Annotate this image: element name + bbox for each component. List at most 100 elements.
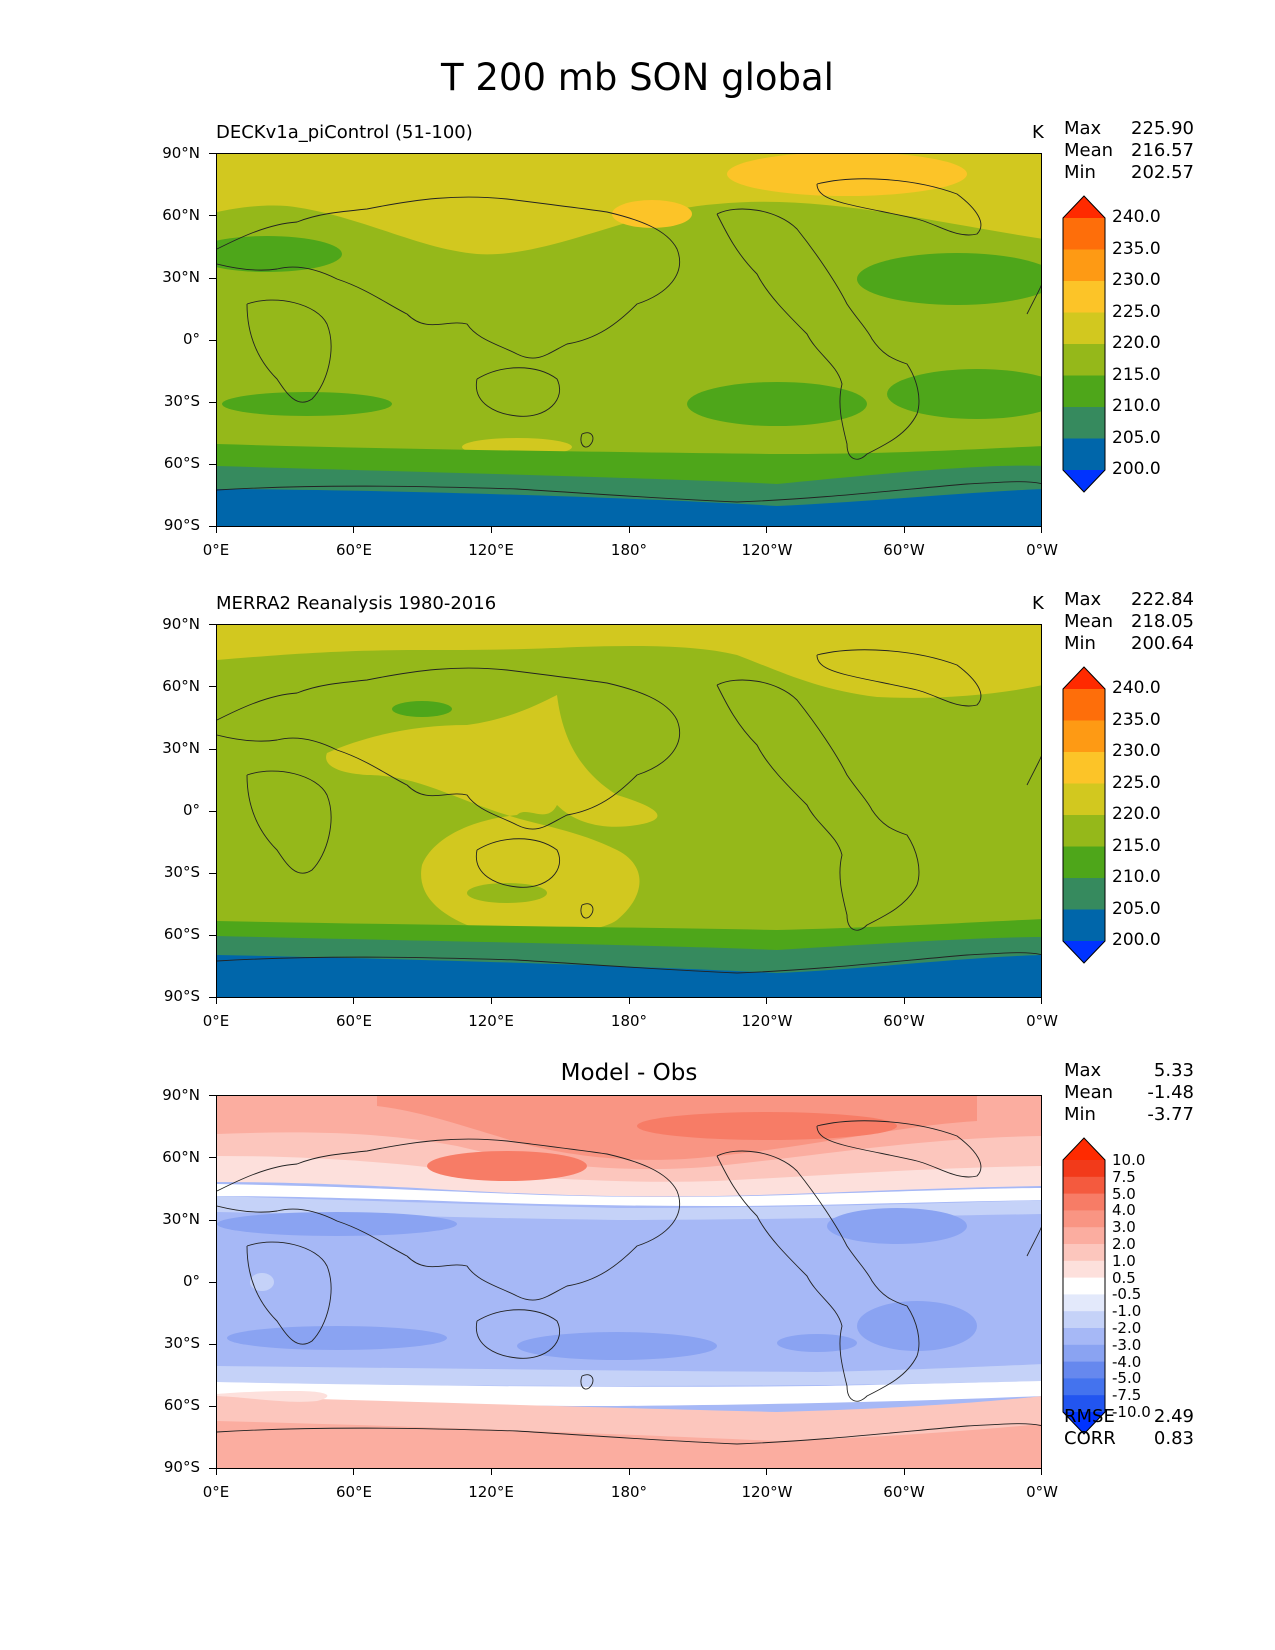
y-tick bbox=[209, 153, 216, 155]
y-tick bbox=[209, 402, 216, 404]
corr-value: 0.83 bbox=[1153, 1428, 1194, 1449]
colorbar-tick-label: 3.0 bbox=[1112, 1218, 1136, 1237]
rmse-value: 2.49 bbox=[1153, 1406, 1194, 1427]
colorbar-tick-label: 205.0 bbox=[1112, 898, 1161, 919]
band-neg-3-pacific bbox=[777, 1334, 857, 1352]
colorbar-segment bbox=[1063, 1311, 1105, 1329]
y-tick bbox=[209, 1095, 216, 1097]
x-tick-label: 180° bbox=[610, 1012, 648, 1030]
colorbar-tick-label: 230.0 bbox=[1112, 270, 1161, 290]
x-tick bbox=[353, 1469, 355, 1475]
stats-box: Max 222.84 Mean 218.05 Min 200.64 bbox=[1064, 589, 1194, 655]
stat-max-label: Max bbox=[1064, 118, 1102, 139]
stat-mean-label: Mean bbox=[1064, 140, 1114, 161]
colorbar-segment bbox=[1063, 783, 1105, 816]
y-tick-label: 60°N bbox=[162, 206, 200, 224]
y-tick bbox=[209, 464, 216, 466]
panel-title: DECKv1a_piControl (51-100) bbox=[216, 122, 473, 143]
band-neg-1-south bbox=[217, 1364, 1041, 1386]
x-tick-label: 120°W bbox=[741, 541, 793, 559]
x-tick-label: 60°W bbox=[883, 1012, 925, 1030]
stat-min-value: 200.64 bbox=[1131, 633, 1194, 654]
x-tick bbox=[353, 527, 355, 533]
y-tick bbox=[209, 686, 216, 688]
colorbar-tick-label: -7.5 bbox=[1112, 1386, 1142, 1405]
stat-mean-label: Mean bbox=[1064, 1082, 1114, 1103]
x-tick-label: 180° bbox=[610, 541, 648, 559]
band-210-europe bbox=[217, 236, 342, 272]
y-tick-label: 0° bbox=[182, 801, 200, 819]
colorbar-extend-max bbox=[1063, 667, 1105, 689]
stat-mean-value: 216.57 bbox=[1131, 140, 1194, 161]
colorbar-segment bbox=[1063, 312, 1105, 345]
colorbar-segment bbox=[1063, 1344, 1105, 1363]
y-tick-label: 30°S bbox=[163, 1334, 200, 1352]
x-tick-label: 0°W bbox=[1026, 1012, 1058, 1030]
colorbar-tick-label: 240.0 bbox=[1112, 207, 1161, 227]
y-tick bbox=[209, 1406, 216, 1408]
colorbar-segment bbox=[1063, 1176, 1105, 1195]
x-tick bbox=[766, 1469, 768, 1475]
x-tick bbox=[216, 998, 218, 1004]
y-tick bbox=[209, 935, 216, 937]
band-neg-3-south bbox=[517, 1332, 717, 1360]
colorbar-tick-label: 240.0 bbox=[1112, 678, 1161, 698]
panel-title: MERRA2 Reanalysis 1980-2016 bbox=[216, 593, 497, 614]
colorbar-tick-label: 210.0 bbox=[1112, 867, 1161, 887]
colorbar-tick-label: 225.0 bbox=[1112, 301, 1161, 322]
x-tick bbox=[766, 527, 768, 533]
y-tick-label: 90°S bbox=[163, 516, 200, 534]
y-tick-label: 30°N bbox=[162, 739, 200, 757]
colorbar-segment bbox=[1063, 218, 1105, 250]
y-tick-label: 60°S bbox=[163, 1396, 200, 1414]
y-tick bbox=[209, 749, 216, 751]
colorbar-tick-label: 225.0 bbox=[1112, 772, 1161, 793]
stat-min-value: -3.77 bbox=[1147, 1104, 1194, 1125]
colorbar-segment bbox=[1063, 1210, 1105, 1228]
colorbar-tick-label: 210.0 bbox=[1112, 396, 1161, 416]
colorbar-tick-label: -3.0 bbox=[1112, 1335, 1142, 1354]
band-neg-3-europe bbox=[217, 1212, 457, 1236]
x-tick-label: 60°E bbox=[335, 541, 373, 559]
band-pos-4-east bbox=[637, 1112, 897, 1140]
colorbar-tick-label: 4.0 bbox=[1112, 1201, 1136, 1220]
x-tick-label: 120°E bbox=[468, 1012, 514, 1030]
map-plot bbox=[216, 624, 1042, 998]
x-tick bbox=[904, 1469, 906, 1475]
x-tick bbox=[491, 527, 493, 533]
y-tick bbox=[209, 624, 216, 626]
colorbar-segment bbox=[1063, 720, 1105, 753]
stat-max-value: 225.90 bbox=[1131, 118, 1194, 139]
x-tick bbox=[1041, 527, 1043, 533]
band-neg-3-america bbox=[827, 1208, 967, 1244]
stat-min-label: Min bbox=[1064, 162, 1096, 183]
stat-max-label: Max bbox=[1064, 1060, 1102, 1081]
colorbar-tick-label: -10.0 bbox=[1112, 1403, 1151, 1421]
x-tick-label: 120°E bbox=[468, 541, 514, 559]
colorbar-tick-label: 0.5 bbox=[1112, 1268, 1136, 1287]
x-tick-label: 120°W bbox=[741, 1012, 793, 1030]
y-tick bbox=[209, 811, 216, 813]
stat-max-value: 5.33 bbox=[1153, 1060, 1194, 1081]
band-pos-2-south bbox=[217, 1421, 1041, 1468]
colorbar-extend-min bbox=[1063, 1412, 1105, 1434]
colorbar-tick-label: 7.5 bbox=[1112, 1167, 1136, 1186]
band-225-siberia bbox=[612, 200, 692, 228]
y-tick-label: 60°S bbox=[163, 925, 200, 943]
y-tick-label: 30°S bbox=[163, 863, 200, 881]
x-tick bbox=[1041, 1469, 1043, 1475]
y-tick-label: 90°N bbox=[162, 1086, 200, 1104]
band-zero-north bbox=[217, 1184, 1041, 1206]
colorbar-tick-label: 2.0 bbox=[1112, 1235, 1136, 1253]
stat-mean-label: Mean bbox=[1064, 611, 1114, 632]
x-tick bbox=[904, 527, 906, 533]
y-tick bbox=[209, 215, 216, 217]
band-neg-3-indian bbox=[227, 1326, 447, 1350]
x-tick-label: 60°E bbox=[335, 1012, 373, 1030]
contour-field bbox=[217, 1096, 1041, 1468]
y-tick bbox=[209, 340, 216, 342]
band-210-satl bbox=[887, 369, 1041, 419]
band-neg-1-africa bbox=[250, 1273, 274, 1291]
stat-min-value: 202.57 bbox=[1131, 162, 1194, 183]
stat-min-label: Min bbox=[1064, 633, 1096, 654]
